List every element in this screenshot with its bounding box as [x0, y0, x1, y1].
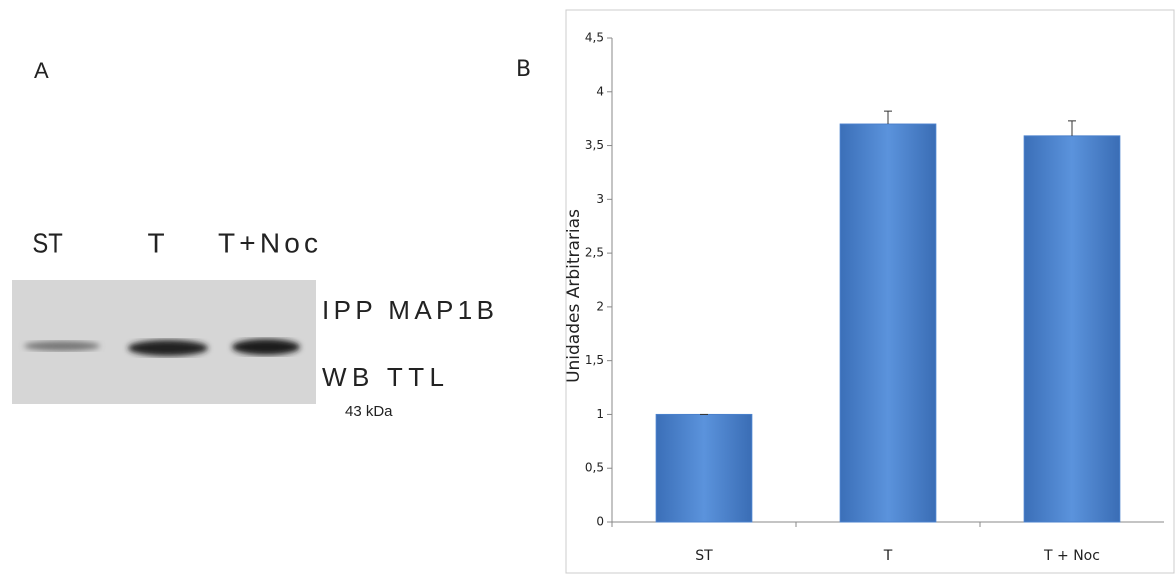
- y-tick-label: 1,5: [585, 353, 604, 367]
- y-tick-label: 3: [596, 192, 604, 206]
- lane-label: ST: [32, 227, 63, 259]
- blot-band: [232, 339, 300, 355]
- x-tick-label: T: [883, 548, 893, 564]
- x-tick-label: T + Noc: [1043, 548, 1100, 564]
- blot-band: [128, 340, 208, 356]
- y-tick-label: 2,5: [585, 246, 604, 260]
- error-bar: [1068, 121, 1076, 136]
- blot-annotation: WB TTL: [322, 362, 444, 392]
- panel-b: B Unidades Arbitrarias 0 0,5 1 1,5 2 2,5 3 3,5 4…: [516, 10, 1174, 573]
- y-tick-label: 0,5: [585, 461, 604, 475]
- lane-label: T+Noc: [218, 227, 318, 258]
- y-tick-label: 1: [596, 407, 604, 421]
- y-axis-label: Unidades Arbitrarias: [564, 209, 584, 383]
- error-bar: [884, 111, 892, 124]
- blot-annotation: IPP MAP1B: [322, 295, 494, 325]
- blot-band: [24, 341, 100, 351]
- figure: A ST T T+Noc IPP MAP1B WB TTL 43 kDa B U…: [0, 0, 1175, 574]
- y-tick-label: 2: [596, 299, 604, 313]
- blot-annotation: 43 kDa: [345, 403, 393, 420]
- y-tick-label: 0: [596, 515, 604, 529]
- y-tick-label: 4,5: [585, 31, 604, 45]
- panel-a: A ST T T+Noc IPP MAP1B WB TTL 43 kDa: [12, 58, 494, 420]
- panel-label: B: [516, 57, 531, 82]
- bar: [840, 124, 936, 522]
- bar: [656, 414, 752, 522]
- bar: [1024, 136, 1120, 522]
- x-tick-label: ST: [695, 548, 713, 564]
- lane-label: T: [147, 227, 164, 258]
- y-tick-label: 4: [596, 84, 604, 98]
- panel-label: A: [34, 58, 49, 83]
- y-tick-label: 3,5: [585, 138, 604, 152]
